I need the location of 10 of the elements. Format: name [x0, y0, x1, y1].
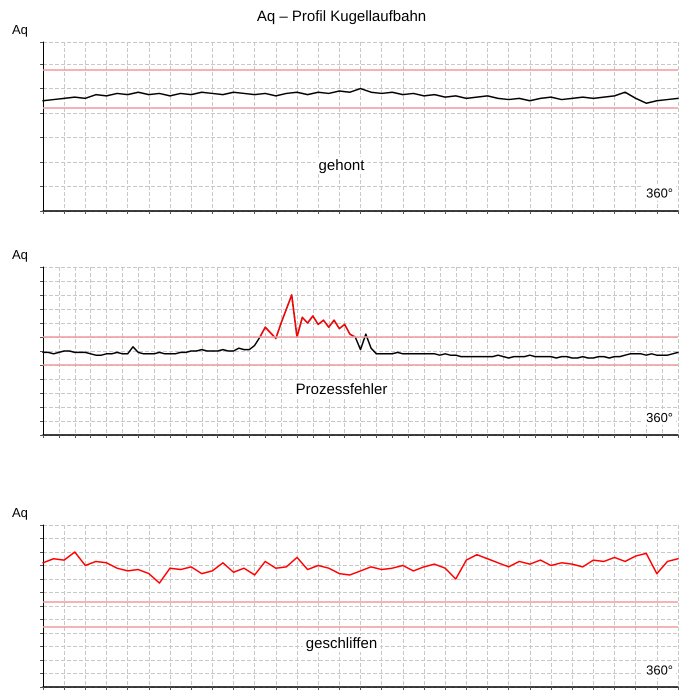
- annotation: geschliffen: [306, 635, 378, 652]
- y-axis-title: Aq: [12, 505, 28, 520]
- annotation: Prozessfehler: [296, 381, 388, 398]
- annotation: 360°: [646, 410, 673, 425]
- y-axis-title: Aq: [12, 22, 28, 37]
- annotation: 360°: [646, 662, 673, 678]
- chart-title: Aq – Profil Kugellaufbahn: [256, 8, 426, 25]
- annotation: gehont: [318, 156, 366, 174]
- annotation: 360°: [646, 186, 673, 201]
- y-axis-title: Aq: [12, 247, 28, 262]
